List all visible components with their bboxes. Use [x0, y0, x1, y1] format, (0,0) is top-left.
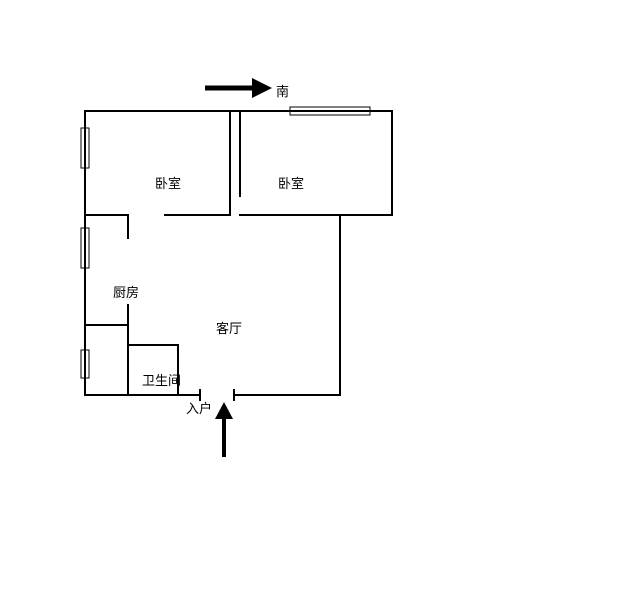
label-kitchen: 厨房 [113, 282, 139, 301]
label-bathroom: 卫生间 [142, 370, 181, 389]
label-entry: 入户 [186, 398, 212, 417]
label-direction: 南 [276, 81, 289, 100]
label-living: 客厅 [216, 318, 242, 337]
label-bedroom2: 卧室 [278, 173, 304, 192]
label-bedroom1: 卧室 [155, 173, 181, 192]
floorplan-canvas [0, 0, 617, 600]
